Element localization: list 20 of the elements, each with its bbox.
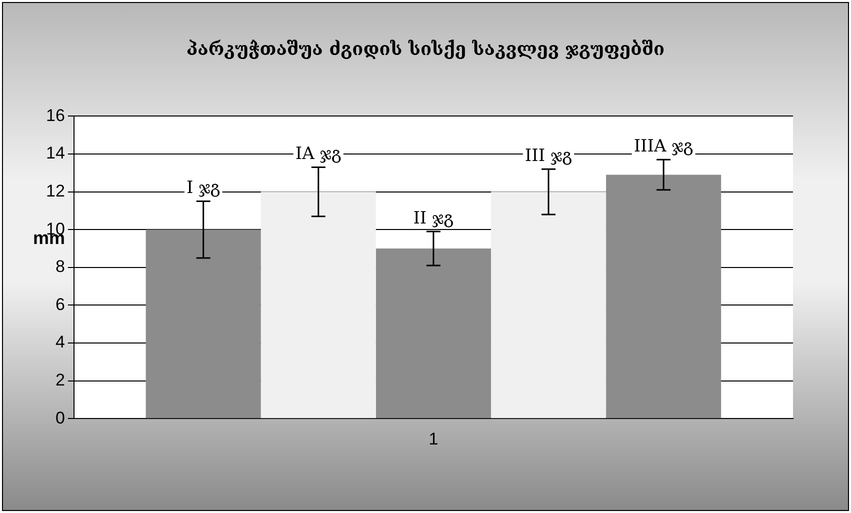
y-tick-label: 2 — [55, 370, 65, 390]
series-label: IA ჯგ — [295, 144, 342, 164]
y-tick-label: 14 — [46, 144, 65, 163]
y-tick-label: 6 — [55, 294, 65, 314]
bar — [490, 192, 606, 418]
chart-title: პარკუჭთაშუა ძგიდის სისქე საკვლევ ჯგუფებში — [185, 39, 666, 60]
series-label: I ჯგ — [186, 178, 220, 198]
x-tick-label: 1 — [428, 429, 438, 448]
series-label: III ჯგ — [524, 146, 572, 166]
series-label: IIIA ჯგ — [634, 136, 694, 157]
bar — [606, 174, 722, 418]
bar — [376, 248, 491, 418]
bar — [146, 230, 261, 418]
y-tick-label: 12 — [46, 181, 65, 200]
y-tick-label: 0 — [55, 408, 65, 428]
series-label: II ჯგ — [413, 208, 454, 228]
y-tick-label: 8 — [55, 257, 65, 276]
bar — [260, 192, 376, 418]
y-tick-label: 16 — [46, 106, 65, 125]
y-tick-label: 4 — [55, 332, 65, 352]
